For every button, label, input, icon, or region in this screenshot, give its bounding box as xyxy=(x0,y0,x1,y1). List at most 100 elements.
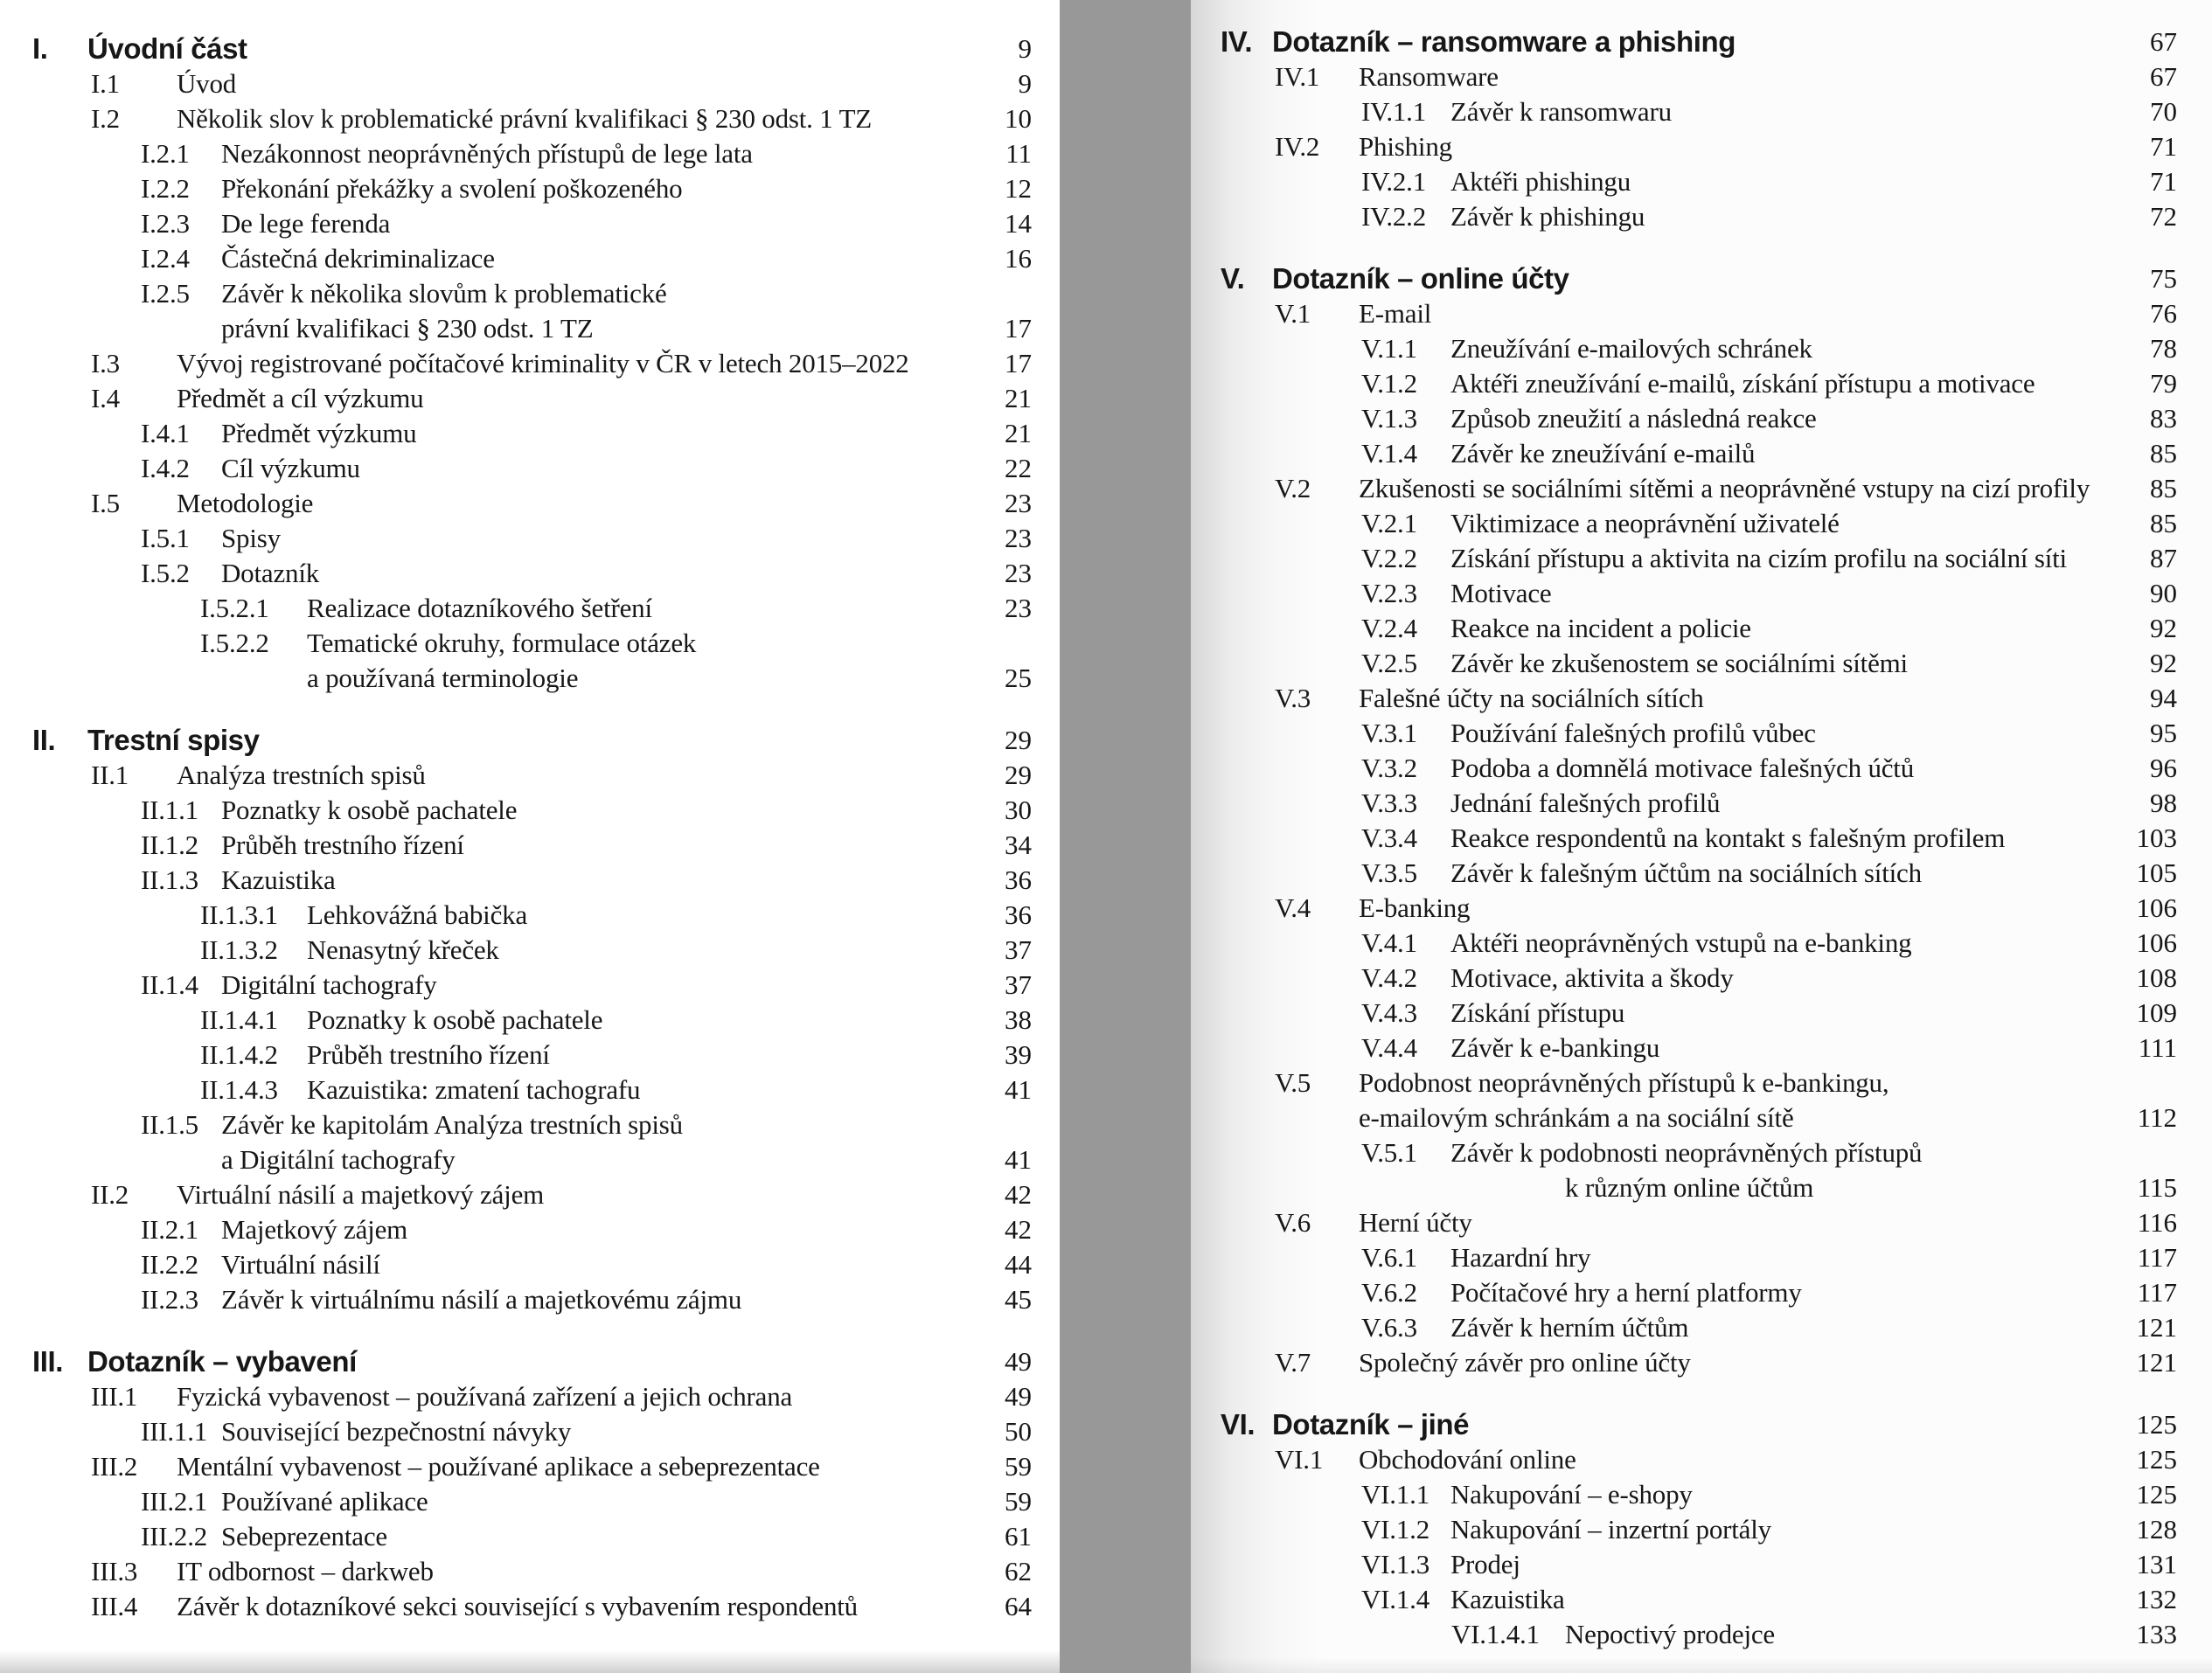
toc-row: VI.1.2 Nakupování – inzertní portály 128 xyxy=(1191,1512,2212,1547)
toc-row: V.5.1 Závěr k podobnosti neoprávněných př… xyxy=(1191,1135,2212,1170)
toc-page-number: 67 xyxy=(2150,61,2177,92)
toc-page-number: 49 xyxy=(1005,1381,1032,1412)
toc-entry-title: Virtuální násilí xyxy=(221,1249,380,1280)
toc-row: IV.2 Phishing 71 xyxy=(1191,129,2212,164)
toc-entry-number: V.4 xyxy=(1275,892,1311,923)
toc-row: VI.1.4 Kazuistika 132 xyxy=(1191,1582,2212,1617)
toc-entry-number: V.4.1 xyxy=(1361,927,1417,958)
toc-entry-title: Cíl výzkumu xyxy=(221,453,360,483)
toc-page-number: 23 xyxy=(1005,488,1032,518)
toc-entry-number: V.5.1 xyxy=(1361,1137,1417,1168)
toc-page-number: 106 xyxy=(2136,892,2178,923)
toc-row: III.3 IT odbornost – darkweb 62 xyxy=(0,1554,1060,1589)
toc-entry-number: I.5.2 xyxy=(141,558,190,588)
toc-row: a Digitální tachografy 41 xyxy=(0,1142,1060,1177)
toc-entry-number: II.1.4.1 xyxy=(200,1004,278,1035)
toc-row: I.5.2.2 Tematické okruhy, formulace otáze… xyxy=(0,626,1060,661)
toc-entry-title: Závěr k ransomwaru xyxy=(1450,96,1672,127)
toc-page-number: 11 xyxy=(1005,138,1032,169)
toc-entry-title: Podobnost neoprávněných přístupů k e-ban… xyxy=(1359,1067,1889,1098)
toc-entry-title: Mentální vybavenost – používané aplikace… xyxy=(177,1451,820,1482)
toc-page-number: 44 xyxy=(1005,1249,1032,1280)
toc-page-number: 121 xyxy=(2136,1312,2178,1343)
toc-entry-title: a používaná terminologie xyxy=(307,663,579,693)
toc-page-number: 29 xyxy=(1005,725,1032,755)
toc-page-number: 116 xyxy=(2137,1207,2177,1238)
toc-entry-title: Poznatky k osobě pachatele xyxy=(307,1004,603,1035)
toc-page-number: 112 xyxy=(2137,1102,2177,1133)
toc-row: V.3 Falešné účty na sociálních sítích 94 xyxy=(1191,681,2212,716)
toc-entry-number: II.2.1 xyxy=(141,1214,198,1245)
toc-entry-title: Ransomware xyxy=(1359,61,1499,92)
toc-page-number: 109 xyxy=(2136,997,2178,1028)
toc-entry-title: Fyzická vybavenost – používaná zařízení … xyxy=(177,1381,793,1412)
toc-page-number: 37 xyxy=(1005,969,1032,1000)
toc-page-number: 94 xyxy=(2150,683,2177,713)
toc-row: III.4 Závěr k dotazníkové sekci souvisejí… xyxy=(0,1589,1060,1624)
toc-entry-title: Závěr k virtuálnímu násilí a majetkovému… xyxy=(221,1284,742,1315)
toc-entry-title: Zneužívání e-mailových schránek xyxy=(1450,333,1812,364)
toc-entry-number: II.1.5 xyxy=(141,1109,198,1140)
toc-page-number: 50 xyxy=(1005,1416,1032,1447)
toc-row: V.1.3 Způsob zneužití a následná reakce 83 xyxy=(1191,401,2212,436)
toc-entry-number: V.6.2 xyxy=(1361,1277,1417,1308)
toc-row: I.5.2 Dotazník 23 xyxy=(0,556,1060,591)
toc-entry-title: E-banking xyxy=(1359,892,1471,923)
toc-page-number: 62 xyxy=(1005,1556,1032,1586)
toc-row: V.1.2 Aktéři zneužívání e-mailů, získání … xyxy=(1191,366,2212,401)
toc-entry-number: V.6 xyxy=(1275,1207,1311,1238)
toc-page-number: 133 xyxy=(2136,1619,2178,1649)
toc-page-number: 75 xyxy=(2150,263,2177,294)
toc-row: I.4 Předmět a cíl výzkumu 21 xyxy=(0,381,1060,416)
toc-row: V.2.3 Motivace 90 xyxy=(1191,576,2212,611)
toc-entry-title: Herní účty xyxy=(1359,1207,1472,1238)
page-gutter xyxy=(1060,0,1191,1673)
toc-entry-number: IV.1 xyxy=(1275,61,1320,92)
toc-row: V.6 Herní účty 116 xyxy=(1191,1205,2212,1240)
toc-page-number: 92 xyxy=(2150,648,2177,678)
toc-entry-title: De lege ferenda xyxy=(221,208,391,239)
toc-row: V.3.5 Závěr k falešným účtům na sociálníc… xyxy=(1191,856,2212,891)
toc-entry-number: V.1.4 xyxy=(1361,438,1417,469)
toc-row: e-mailovým schránkám a na sociální sítě 1… xyxy=(1191,1100,2212,1135)
toc-entry-number: VI.1.3 xyxy=(1361,1549,1430,1579)
toc-entry-title: Dotazník – online účty xyxy=(1272,262,1569,295)
toc-row: V.3.3 Jednání falešných profilů 98 xyxy=(1191,786,2212,821)
toc-row: III.2.1 Používané aplikace 59 xyxy=(0,1484,1060,1519)
toc-entry-title: Kazuistika: zmatení tachografu xyxy=(307,1074,641,1105)
toc-entry-title: Poznatky k osobě pachatele xyxy=(221,795,518,825)
toc-entry-number: I.2.5 xyxy=(141,278,190,309)
toc-entry-number: V. xyxy=(1221,262,1245,295)
toc-entry-title: Předmět výzkumu xyxy=(221,418,417,448)
toc-entry-number: III.1 xyxy=(91,1381,138,1412)
toc-page-number: 132 xyxy=(2136,1584,2178,1614)
toc-entry-number: II.2.3 xyxy=(141,1284,198,1315)
toc-entry-number: I.5.1 xyxy=(141,523,190,553)
toc-entry-number: I.5.2.1 xyxy=(200,593,269,623)
toc-row: II.1.3 Kazuistika 36 xyxy=(0,863,1060,898)
toc-entry-title: Kazuistika xyxy=(1450,1584,1565,1614)
toc-entry-title: Dotazník xyxy=(221,558,320,588)
toc-entry-number: III.2 xyxy=(91,1451,138,1482)
toc-entry-title: Několik slov k problematické právní kval… xyxy=(177,103,873,134)
toc-entry-title: Trestní spisy xyxy=(87,724,260,756)
toc-row: I.5.2.1 Realizace dotazníkového šetření 23 xyxy=(0,591,1060,626)
toc-page-number: 39 xyxy=(1005,1039,1032,1070)
toc-entry-number: IV.2.1 xyxy=(1361,166,1427,197)
toc-page-number: 71 xyxy=(2150,166,2177,197)
toc-entry-number: II.2 xyxy=(91,1179,129,1210)
toc-row: V.7 Společný závěr pro online účty 121 xyxy=(1191,1345,2212,1380)
toc-row: III.1.1 Související bezpečnostní návyky 50 xyxy=(0,1414,1060,1449)
toc-entry-number: VI.1.2 xyxy=(1361,1514,1430,1545)
toc-entry-title: Analýza trestních spisů xyxy=(177,760,426,790)
toc-row: V.4 E-banking 106 xyxy=(1191,891,2212,926)
toc-page-number: 10 xyxy=(1005,103,1032,134)
toc-entry-number: V.4.4 xyxy=(1361,1032,1417,1063)
toc-entry-number: V.4.2 xyxy=(1361,962,1417,993)
toc-row: II.2.2 Virtuální násilí 44 xyxy=(0,1247,1060,1282)
toc-entry-number: I.5 xyxy=(91,488,120,518)
toc-row: V.2.5 Závěr ke zkušenostem se sociálními … xyxy=(1191,646,2212,681)
toc-entry-number: V.2 xyxy=(1275,473,1311,503)
toc-entry-number: V.1.1 xyxy=(1361,333,1417,364)
